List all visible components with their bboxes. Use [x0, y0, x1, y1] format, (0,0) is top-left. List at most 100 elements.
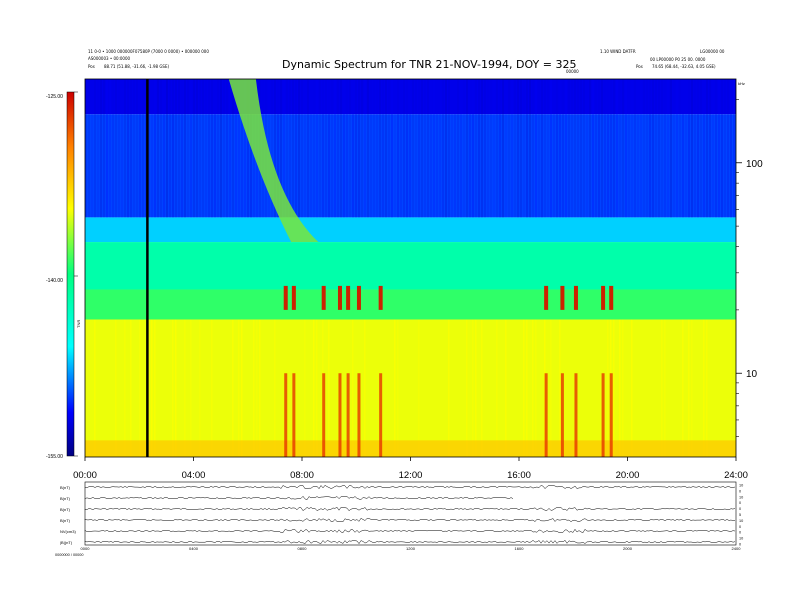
spectrum-column: [457, 79, 459, 218]
spectrum-column: [352, 79, 354, 218]
spectrum-column: [619, 319, 621, 457]
spectrum-column: [682, 79, 684, 218]
spectrum-column: [217, 79, 219, 218]
spectrum-column: [520, 79, 522, 218]
spectrum-column: [568, 79, 570, 218]
spectrum-column: [523, 79, 525, 218]
spectrum-column: [289, 79, 291, 218]
x-axis: 00:00 04:00 08:00 12:00 16:00 20:00 24:00: [73, 457, 748, 481]
spectrum-column: [466, 319, 468, 457]
spectrum-column: [328, 319, 330, 457]
bottom-x-tick-label: 2400: [732, 546, 742, 551]
spectrum-column: [91, 79, 93, 218]
spectrum-column: [154, 319, 156, 457]
spectrum-column: [112, 79, 114, 218]
spectrum-column: [196, 79, 198, 218]
bottom-panel-frame: [84, 481, 737, 546]
bottom-right-tick-label: 0: [739, 501, 741, 505]
spectrum-column: [406, 79, 408, 218]
bottom-right-tick-label: 10: [739, 519, 743, 523]
spectrum-column: [277, 79, 279, 218]
spectrum-column: [706, 79, 708, 218]
burst-event: [292, 373, 296, 457]
header-right-pos-label: Pos: [636, 64, 643, 69]
spectrum-column: [190, 319, 192, 457]
spectrum-column: [211, 79, 213, 218]
bottom-x-tick-label: 1200: [406, 546, 416, 551]
spectrum-column: [160, 79, 162, 218]
y-axis: 100 10: [736, 99, 763, 437]
spectrum-column: [415, 79, 417, 218]
x-tick-label: 20:00: [616, 470, 640, 481]
spectrum-column: [517, 79, 519, 218]
spectrum-column: [583, 79, 585, 218]
spectrum-column: [559, 79, 561, 218]
spectrum-column: [715, 79, 717, 218]
spectrum-column: [553, 79, 555, 218]
spectrum-column: [640, 79, 642, 218]
spectrum-column: [130, 79, 132, 218]
spectrum-column: [703, 79, 705, 218]
spectrum-column: [274, 319, 276, 457]
bottom-trace: [84, 539, 736, 545]
spectrum-column: [175, 319, 177, 457]
spectrum-column: [367, 79, 369, 218]
spectrum-column: [487, 79, 489, 218]
spectrum-column: [478, 79, 480, 218]
spectrum-column: [313, 319, 315, 457]
spectrum-column: [547, 79, 549, 218]
bottom-row-label: B(nT): [60, 485, 71, 490]
spectrum-column: [496, 319, 498, 457]
spectrum-column: [637, 79, 639, 218]
spectrum-column: [100, 79, 102, 218]
header-left-line1: 11 0-0 • 1000 000000F07580P (7000 0 0000…: [88, 49, 209, 54]
spectrum-column: [439, 79, 441, 218]
x-tick-label: 00:00: [73, 470, 97, 481]
spectrum-column: [361, 79, 363, 218]
bottom-right-tick-label: 10: [739, 495, 743, 499]
bottom-panel: B(nT)B(nT)B(nT)B(nT)NV(cm3)|B|(nT)100100…: [55, 481, 743, 557]
spectrum-column: [235, 79, 237, 218]
spectrum-column: [379, 79, 381, 218]
burst-event: [609, 285, 614, 310]
spectrum-column: [316, 319, 318, 457]
spectrum-column: [607, 79, 609, 218]
spectrum-band: [85, 242, 736, 290]
spectrum-column: [712, 79, 714, 218]
spectrum-band: [85, 79, 736, 115]
spectrum-column: [694, 79, 696, 218]
spectrum-column: [538, 79, 540, 218]
spectrum-column: [466, 79, 468, 218]
spectrum-column: [238, 319, 240, 457]
burst-event: [283, 285, 288, 310]
spectrum-column: [376, 79, 378, 218]
spectrum-column: [688, 79, 690, 218]
bottom-right-tick-label: 10: [739, 484, 743, 488]
spectrum-column: [115, 319, 117, 457]
spectrum-column: [574, 79, 576, 218]
spectrum-column: [136, 79, 138, 218]
burst-event: [337, 285, 342, 310]
burst-event: [284, 373, 288, 457]
spectrum-column: [304, 79, 306, 218]
spectrum-column: [346, 79, 348, 218]
spectrum-column: [703, 319, 705, 457]
spectrum-column: [730, 79, 732, 218]
spectrum-column: [532, 79, 534, 218]
spectrum-column: [598, 79, 600, 218]
spectrum-column: [601, 79, 603, 218]
spectrum-column: [124, 319, 126, 457]
spectrum-column: [121, 79, 123, 218]
spectrum-column: [688, 319, 690, 457]
spectrum-column: [673, 79, 675, 218]
spectrum-band: [85, 217, 736, 243]
spectrum-column: [685, 79, 687, 218]
bottom-footer: 0000000 / 00000: [55, 553, 84, 557]
spectrum-column: [172, 79, 174, 218]
spectrum-column: [334, 79, 336, 218]
bottom-right-tick-label: 0: [739, 489, 741, 493]
spectrum-low-band: [85, 440, 736, 457]
spectrum-column: [613, 79, 615, 218]
spectrum-column: [622, 319, 624, 457]
burst-event: [356, 285, 361, 310]
